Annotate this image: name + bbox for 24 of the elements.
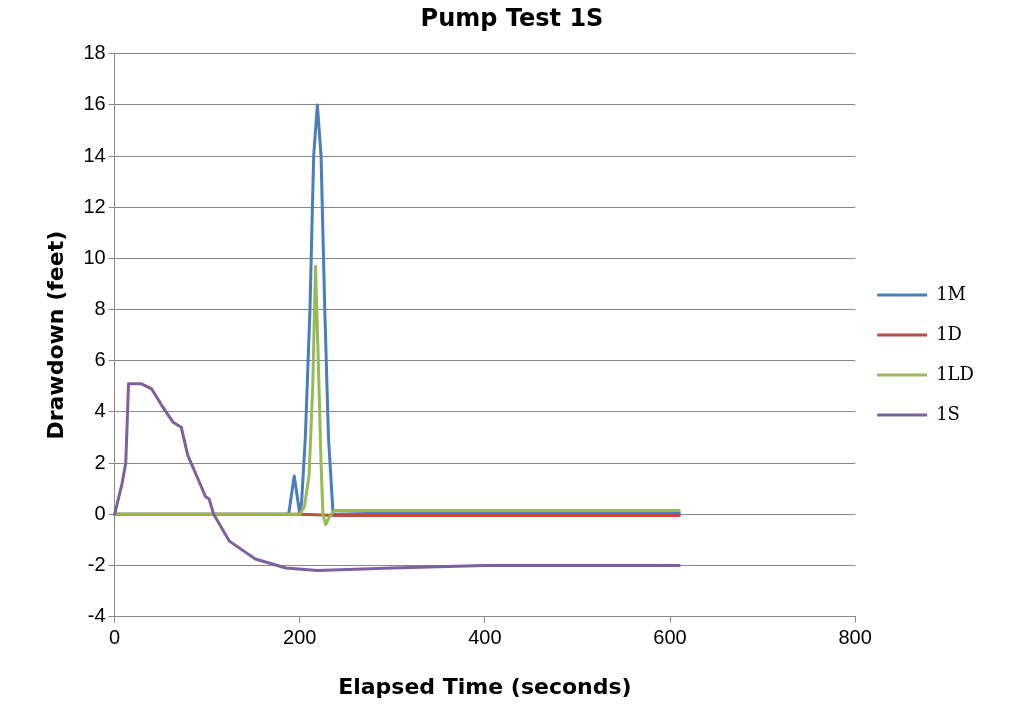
legend-label: 1LD [936, 362, 975, 384]
y-tick-label: 10 [83, 245, 106, 268]
y-tick-label: 14 [83, 143, 106, 166]
legend-label: 1M [936, 282, 967, 304]
chart-title: Pump Test 1S [420, 3, 604, 32]
y-tick-label: 18 [83, 41, 106, 64]
y-axis-title: Drawdown (feet) [42, 230, 68, 440]
x-axis-title: Elapsed Time (seconds) [338, 673, 632, 699]
y-tick-label: 2 [94, 450, 106, 473]
legend-label: 1D [936, 322, 963, 344]
x-tick-label: 800 [838, 626, 872, 649]
y-tick-label: 16 [83, 92, 106, 115]
y-tick-label: -4 [87, 604, 106, 627]
y-tick-label: -2 [87, 552, 106, 575]
legend-label: 1S [936, 402, 960, 424]
x-tick-label: 0 [109, 626, 121, 649]
x-tick-label: 200 [283, 626, 317, 649]
y-tick-label: 6 [94, 348, 106, 371]
y-tick-label: 0 [94, 501, 106, 524]
x-tick-label: 400 [468, 626, 502, 649]
y-tick-label: 4 [94, 399, 106, 422]
x-tick-label: 600 [653, 626, 687, 649]
y-tick-label: 8 [94, 297, 106, 320]
y-tick-label: 12 [83, 194, 106, 217]
